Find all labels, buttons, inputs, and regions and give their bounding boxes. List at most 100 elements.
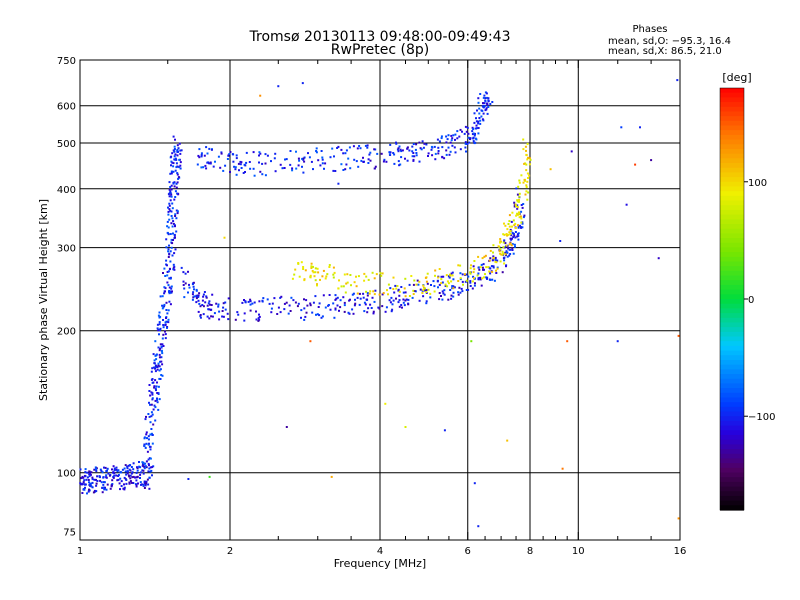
data-point-series-3 bbox=[367, 162, 370, 164]
data-point-series-4 bbox=[372, 290, 375, 293]
data-point-series-2 bbox=[288, 304, 291, 307]
data-point-series-3 bbox=[297, 164, 300, 167]
data-point-series-3 bbox=[465, 130, 468, 133]
data-point-series-4 bbox=[437, 276, 440, 279]
data-point-series-2 bbox=[505, 250, 508, 253]
data-point-series-1 bbox=[158, 398, 161, 401]
data-point-series-1 bbox=[172, 266, 175, 269]
colorbar-band bbox=[720, 406, 744, 413]
data-point-series-0 bbox=[123, 467, 126, 470]
data-point-series-0 bbox=[95, 478, 97, 481]
data-point-series-4 bbox=[387, 283, 390, 286]
data-point-series-0 bbox=[124, 470, 127, 473]
colorbar-band bbox=[720, 158, 744, 164]
data-point-series-0 bbox=[143, 482, 146, 485]
data-point-series-1 bbox=[149, 403, 151, 406]
data-point-series-2 bbox=[321, 315, 324, 318]
data-point-series-3 bbox=[220, 151, 223, 154]
data-point-series-0 bbox=[91, 478, 94, 481]
data-point-series-0 bbox=[80, 477, 83, 480]
data-point-series-1 bbox=[156, 399, 159, 401]
data-point-series-3 bbox=[476, 109, 478, 112]
data-point-series-2 bbox=[351, 293, 354, 296]
data-point-series-1 bbox=[170, 291, 173, 294]
data-point-series-4 bbox=[479, 266, 482, 269]
data-point-series-1 bbox=[160, 374, 163, 376]
data-point-series-3 bbox=[310, 160, 313, 163]
data-point-series-0 bbox=[81, 492, 84, 494]
data-point-series-3 bbox=[452, 134, 455, 137]
data-point-series-4 bbox=[499, 238, 502, 240]
data-point-series-4 bbox=[445, 274, 448, 277]
data-point-series-0 bbox=[147, 470, 150, 473]
data-point-series-0 bbox=[132, 462, 135, 465]
data-point-series-3 bbox=[479, 119, 482, 122]
data-point-series-1 bbox=[165, 238, 168, 241]
data-point-scattered bbox=[625, 203, 628, 206]
data-point-series-2 bbox=[480, 263, 483, 266]
data-point-series-2 bbox=[359, 297, 362, 300]
data-point-series-3 bbox=[342, 169, 345, 171]
data-point-series-0 bbox=[83, 488, 86, 491]
data-point-series-0 bbox=[117, 475, 120, 477]
data-point-series-4 bbox=[346, 281, 349, 284]
data-point-series-1 bbox=[174, 169, 177, 172]
data-point-series-2 bbox=[402, 298, 405, 301]
data-point-series-3 bbox=[235, 173, 238, 176]
data-point-series-3 bbox=[291, 167, 294, 170]
data-point-series-2 bbox=[197, 299, 200, 302]
data-point-series-2 bbox=[257, 317, 260, 320]
data-point-series-1 bbox=[156, 366, 159, 368]
data-point-scattered bbox=[208, 475, 211, 478]
data-point-series-3 bbox=[473, 134, 476, 137]
colorbar-band bbox=[720, 430, 744, 436]
data-point-series-2 bbox=[224, 301, 227, 304]
data-point-series-2 bbox=[182, 284, 185, 286]
data-point-series-2 bbox=[447, 275, 450, 278]
data-point-series-0 bbox=[132, 475, 135, 478]
data-point-series-1 bbox=[156, 401, 159, 404]
data-point-series-2 bbox=[255, 318, 258, 321]
data-point-series-3 bbox=[477, 132, 480, 135]
data-point-series-0 bbox=[86, 492, 88, 495]
data-point-series-3 bbox=[445, 141, 448, 144]
data-point-series-1 bbox=[155, 358, 158, 361]
data-point-series-2 bbox=[251, 302, 254, 305]
data-point-series-3 bbox=[321, 156, 324, 159]
data-point-series-3 bbox=[412, 152, 415, 154]
data-point-series-0 bbox=[102, 483, 105, 486]
data-point-series-2 bbox=[266, 298, 269, 301]
data-point-series-2 bbox=[514, 245, 516, 248]
data-point-series-1 bbox=[171, 202, 174, 205]
data-point-series-1 bbox=[156, 368, 159, 371]
data-point-series-2 bbox=[204, 301, 207, 304]
colorbar-band bbox=[720, 219, 744, 225]
data-point-series-3 bbox=[489, 103, 492, 105]
data-point-series-3 bbox=[468, 141, 471, 144]
data-point-series-1 bbox=[166, 274, 169, 277]
data-point-series-2 bbox=[249, 303, 252, 306]
data-point-series-0 bbox=[112, 465, 115, 468]
colorbar-band bbox=[720, 214, 744, 220]
data-point-series-1 bbox=[169, 250, 172, 253]
data-point-series-2 bbox=[438, 298, 441, 301]
data-point-series-3 bbox=[475, 127, 477, 130]
data-point-series-3 bbox=[475, 117, 477, 120]
data-point-series-2 bbox=[306, 304, 309, 307]
data-point-series-0 bbox=[123, 476, 126, 479]
data-point-series-1 bbox=[170, 287, 173, 290]
data-point-series-0 bbox=[128, 482, 131, 485]
colorbar-band bbox=[720, 97, 744, 103]
data-point-series-4 bbox=[502, 246, 505, 249]
data-point-series-3 bbox=[401, 149, 404, 152]
data-point-series-1 bbox=[159, 360, 161, 363]
data-point-series-2 bbox=[279, 311, 282, 314]
data-point-series-2 bbox=[408, 283, 411, 286]
data-point-series-1 bbox=[160, 356, 163, 359]
data-point-series-3 bbox=[222, 169, 225, 172]
data-point-series-2 bbox=[224, 308, 227, 311]
data-point-series-3 bbox=[441, 155, 444, 158]
data-point-series-0 bbox=[149, 466, 152, 469]
colorbar-band bbox=[720, 481, 744, 488]
data-point-series-2 bbox=[432, 280, 435, 283]
